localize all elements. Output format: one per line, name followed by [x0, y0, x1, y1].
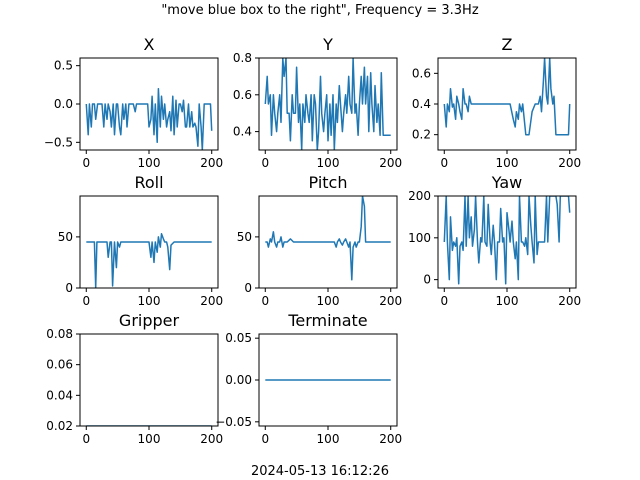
- series-line-roll: [86, 233, 212, 288]
- x-tick-label: 200: [200, 294, 223, 308]
- x-tick-label: 200: [379, 156, 402, 170]
- y-tick-label: −0.05: [215, 415, 252, 429]
- y-tick-label: 0.04: [46, 388, 73, 402]
- x-tick-label: 0: [440, 294, 448, 308]
- subplot-roll: Roll 0 100 200 0 50: [58, 173, 223, 308]
- y-tick-label: 0: [244, 281, 252, 295]
- x-tick-label: 200: [379, 432, 402, 446]
- series-line-pitch: [265, 196, 391, 281]
- x-tick-label: 100: [138, 156, 161, 170]
- y-tick-label: 50: [58, 230, 73, 244]
- series-line-z: [443, 58, 571, 136]
- x-tick-label: 100: [317, 156, 340, 170]
- x-tick-label: 100: [317, 432, 340, 446]
- series-line-yaw: [443, 196, 571, 285]
- subplot-gripper: Gripper 0 100 200 0.02 0.04 0.06 0.08: [46, 311, 223, 446]
- subplot-z: Z 0 100 200 0.2 0.4 0.6: [412, 35, 581, 170]
- subplot-yaw: Yaw 0 100 200 0 100 200: [408, 173, 581, 308]
- y-tick-label: 100: [408, 231, 431, 245]
- subplot-title: Terminate: [287, 311, 367, 330]
- series-line-y: [264, 58, 391, 150]
- y-tick-label: 0.02: [46, 419, 73, 433]
- y-tick-label: 0: [423, 273, 431, 287]
- subplot-title: Y: [322, 35, 333, 54]
- figure-footer-timestamp: 2024-05-13 16:12:26: [251, 464, 389, 479]
- subplot-title: Pitch: [309, 173, 348, 192]
- y-tick-label: 0: [65, 281, 73, 295]
- x-tick-label: 200: [558, 156, 581, 170]
- y-tick-label: 0.6: [233, 88, 252, 102]
- x-tick-label: 100: [496, 156, 519, 170]
- x-tick-label: 100: [496, 294, 519, 308]
- x-tick-label: 0: [82, 432, 90, 446]
- figure-suptitle: "move blue box to the right", Frequency …: [161, 3, 478, 18]
- y-tick-label: 0.06: [46, 358, 73, 372]
- subplot-grid: X 0 100 200 −0.5 0.0 0.5 Y 0 100 200 0.4 0.6 0.8 Z 0 100…: [44, 35, 581, 446]
- subplot-x: X 0 100 200 −0.5 0.0 0.5: [44, 35, 223, 170]
- y-tick-label: 0.8: [233, 51, 252, 65]
- x-tick-label: 0: [261, 156, 269, 170]
- plot-frame: [79, 333, 219, 427]
- subplot-title: Yaw: [491, 173, 522, 192]
- x-tick-label: 0: [261, 294, 269, 308]
- x-tick-label: 200: [200, 432, 223, 446]
- subplot-y: Y 0 100 200 0.4 0.6 0.8: [233, 35, 402, 170]
- y-tick-label: 0.4: [233, 125, 252, 139]
- x-tick-label: 200: [200, 156, 223, 170]
- y-tick-label: 0.05: [225, 331, 252, 345]
- subplot-title: X: [144, 35, 155, 54]
- y-tick-label: 0.4: [412, 97, 431, 111]
- y-tick-label: 0.00: [225, 373, 252, 387]
- y-tick-label: −0.5: [44, 135, 73, 149]
- y-tick-label: 0.5: [54, 59, 73, 73]
- subplot-terminate: Terminate 0 100 200 −0.05 0.00 0.05: [215, 311, 402, 446]
- y-tick-label: 0.08: [46, 327, 73, 341]
- x-tick-label: 200: [558, 294, 581, 308]
- x-tick-label: 100: [138, 432, 161, 446]
- y-tick-label: 0.2: [412, 128, 431, 142]
- y-tick-label: 50: [237, 230, 252, 244]
- subplot-title: Roll: [134, 173, 163, 192]
- y-tick-label: 200: [408, 189, 431, 203]
- x-tick-label: 0: [82, 294, 90, 308]
- x-tick-label: 0: [82, 156, 90, 170]
- x-tick-label: 100: [138, 294, 161, 308]
- subplot-title: Z: [502, 35, 513, 54]
- y-tick-label: 0.6: [412, 66, 431, 80]
- x-tick-label: 100: [317, 294, 340, 308]
- x-tick-label: 200: [379, 294, 402, 308]
- x-tick-label: 0: [440, 156, 448, 170]
- x-tick-label: 0: [261, 432, 269, 446]
- subplot-pitch: Pitch 0 100 200 0 50: [237, 173, 402, 308]
- subplot-title: Gripper: [119, 311, 180, 330]
- series-line-x: [85, 87, 213, 150]
- y-tick-label: 0.0: [54, 97, 73, 111]
